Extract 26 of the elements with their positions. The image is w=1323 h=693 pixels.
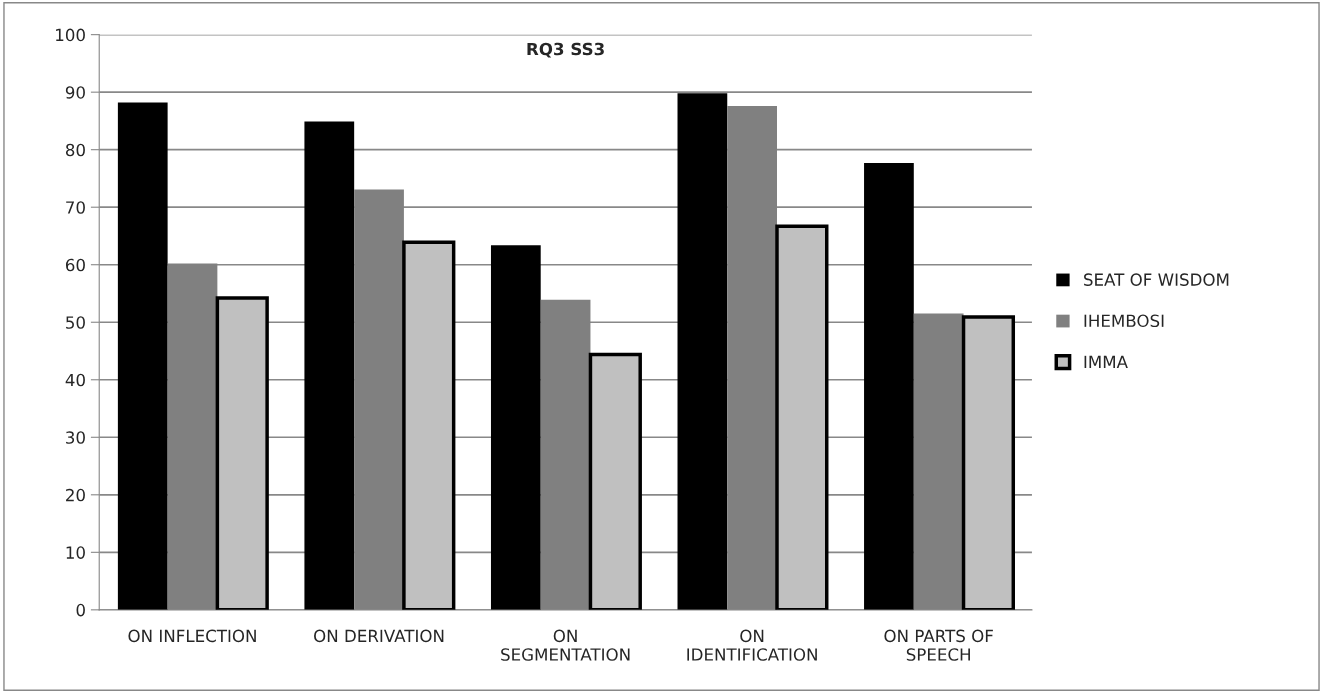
legend-label: IMMA: [1084, 355, 1128, 368]
y-tick-label: 40: [65, 373, 85, 387]
y-tick-label: 30: [66, 431, 85, 444]
bar: [913, 313, 964, 610]
y-tick-label: 50: [66, 316, 85, 329]
bar: [677, 93, 728, 610]
y-tick-label: 70: [66, 201, 85, 214]
x-tick-label: ON IDENTIFICATION: [687, 629, 817, 661]
y-tick-label: 60: [65, 258, 85, 272]
bar: [117, 102, 168, 610]
y-tick-label: 10: [66, 546, 85, 559]
y-tick-label: 90: [65, 86, 85, 99]
legend-label: IHEMBOSI: [1084, 314, 1164, 328]
legend-label: SEAT OF WISDOM: [1084, 273, 1229, 286]
x-tick-label: ON INFLECTION: [128, 629, 256, 643]
chart-title: RQ3 SS3: [527, 42, 604, 58]
bar: [490, 245, 541, 610]
bar: [304, 121, 355, 610]
y-tick-label: 100: [56, 28, 85, 42]
x-tick-label: ON SEGMENTATION: [501, 629, 630, 661]
y-tick-label: 80: [65, 143, 85, 157]
x-tick-label: ON PARTS OF SPEECH: [884, 629, 993, 661]
x-tick-label: ON DERIVATION: [314, 629, 444, 643]
y-tick-label: 0: [76, 603, 85, 617]
bar: [864, 162, 914, 610]
y-tick-label: 20: [66, 488, 85, 502]
